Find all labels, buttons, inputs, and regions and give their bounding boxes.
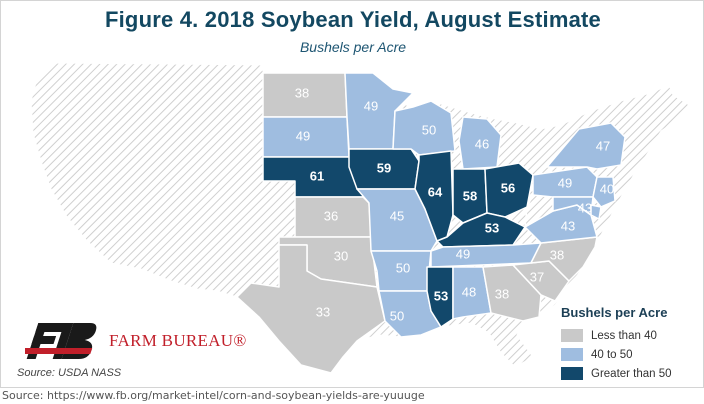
legend-swatch-gray — [561, 329, 583, 342]
fb-logo-icon — [25, 323, 97, 359]
legend-swatch-navy — [561, 367, 583, 380]
label-delaware: 43 — [578, 200, 592, 215]
label-arkansas: 50 — [396, 260, 410, 275]
state-shapes — [236, 72, 626, 374]
label-minnesota: 49 — [364, 98, 378, 113]
org-name: FARM BUREAU® — [109, 331, 247, 350]
label-oklahoma: 30 — [334, 248, 348, 263]
legend-title: Bushels per Acre — [561, 305, 668, 320]
legend-label: Greater than 50 — [591, 367, 672, 380]
legend-swatch-light-blue — [561, 348, 583, 361]
figure-title: Figure 4. 2018 Soybean Yield, August Est… — [104, 7, 601, 32]
label-georgia: 38 — [495, 286, 509, 301]
label-indiana: 58 — [463, 188, 477, 203]
label-kansas: 36 — [324, 208, 338, 223]
state-maryland — [552, 196, 594, 216]
legend-item-40-to-50: 40 to 50 — [561, 345, 701, 364]
label-north-carolina: 38 — [550, 247, 564, 262]
legend-label: Less than 40 — [591, 329, 657, 342]
label-alabama: 48 — [462, 284, 476, 299]
label-kentucky: 53 — [485, 220, 499, 235]
state-texas — [236, 244, 386, 374]
state-wisconsin — [392, 100, 456, 156]
state-value-labels: 38 49 61 36 30 33 49 59 45 50 50 50 64 4… — [295, 85, 614, 323]
label-virginia: 43 — [561, 218, 575, 233]
state-new-york — [546, 122, 626, 170]
label-south-dakota: 49 — [296, 128, 310, 143]
legend-item-greater-than-50: Greater than 50 — [561, 364, 701, 383]
label-louisiana: 50 — [390, 308, 404, 323]
label-pennsylvania: 49 — [558, 175, 572, 190]
label-illinois: 64 — [428, 184, 443, 199]
label-ohio: 56 — [501, 180, 515, 195]
state-new-jersey — [592, 176, 616, 208]
label-missouri: 45 — [390, 208, 404, 223]
label-north-dakota: 38 — [295, 85, 309, 100]
label-mississippi: 53 — [434, 288, 448, 303]
label-south-carolina: 37 — [530, 269, 544, 284]
label-wisconsin: 50 — [422, 122, 436, 137]
legend-label: 40 to 50 — [591, 348, 633, 361]
label-tennessee: 49 — [456, 246, 470, 261]
legend-item-less-than-40: Less than 40 — [561, 326, 701, 345]
label-new-jersey: 40 — [600, 181, 614, 196]
label-nebraska: 61 — [310, 168, 324, 183]
label-michigan: 46 — [475, 136, 489, 151]
state-alabama — [452, 266, 492, 320]
us-yield-map: 38 49 61 36 30 33 49 59 45 50 50 50 64 4… — [30, 62, 690, 374]
label-texas: 33 — [316, 304, 330, 319]
source-url: Source: https://www.fb.org/market-intel/… — [2, 389, 425, 402]
label-iowa: 59 — [377, 160, 391, 175]
figure-frame: Figure 4. 2018 Soybean Yield, August Est… — [0, 0, 704, 388]
state-delaware — [590, 204, 602, 220]
legend: Bushels per Acre Less than 40 40 to 50 G… — [561, 305, 701, 383]
figure-subtitle: Bushels per Acre — [299, 39, 407, 55]
label-new-york: 47 — [596, 138, 610, 153]
source-nass: Source: USDA NASS — [17, 367, 122, 379]
farm-bureau-logo: FARM BUREAU® — [25, 321, 247, 361]
